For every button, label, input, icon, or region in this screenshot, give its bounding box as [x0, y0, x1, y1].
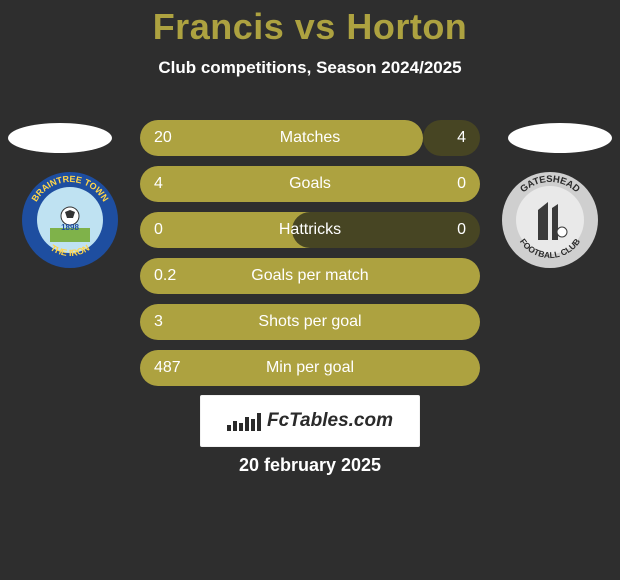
stat-row: Matches204 — [140, 120, 480, 156]
fctables-watermark: FcTables.com — [200, 395, 420, 447]
page-title: Francis vs Horton — [0, 0, 620, 48]
stat-bar-left — [140, 120, 423, 156]
stat-bar-left — [140, 166, 480, 202]
club-badge-right: GATESHEAD FOOTBALL CLUB — [500, 170, 600, 270]
svg-text:1898: 1898 — [61, 223, 79, 232]
bar-chart-icon — [227, 411, 261, 431]
club-badge-left: BRAINTREE TOWN THE IRON 1898 — [20, 170, 120, 270]
subtitle: Club competitions, Season 2024/2025 — [0, 58, 620, 78]
fctables-label: FcTables.com — [267, 410, 393, 432]
stats-area: Matches204 Goals40 Hattricks00 Goals per ma… — [140, 120, 480, 396]
stat-bar-right — [423, 120, 480, 156]
stat-row: Goals40 — [140, 166, 480, 202]
vs-word: vs — [295, 6, 336, 47]
gateshead-icon: GATESHEAD FOOTBALL CLUB — [500, 170, 600, 270]
date-label: 20 february 2025 — [0, 455, 620, 476]
stat-bar-right — [292, 212, 480, 248]
player-right-name: Horton — [346, 6, 467, 47]
stat-bar-left — [140, 304, 480, 340]
stat-row: Hattricks00 — [140, 212, 480, 248]
braintree-town-icon: BRAINTREE TOWN THE IRON 1898 — [20, 170, 120, 270]
stat-bar-left — [140, 350, 480, 386]
left-oval — [8, 123, 112, 153]
stat-row: Goals per match0.2 — [140, 258, 480, 294]
comparison-card: Francis vs Horton Club competitions, Sea… — [0, 0, 620, 580]
player-left-name: Francis — [153, 6, 285, 47]
stat-row: Shots per goal3 — [140, 304, 480, 340]
stat-row: Min per goal487 — [140, 350, 480, 386]
stat-bar-left — [140, 258, 480, 294]
right-oval — [508, 123, 612, 153]
